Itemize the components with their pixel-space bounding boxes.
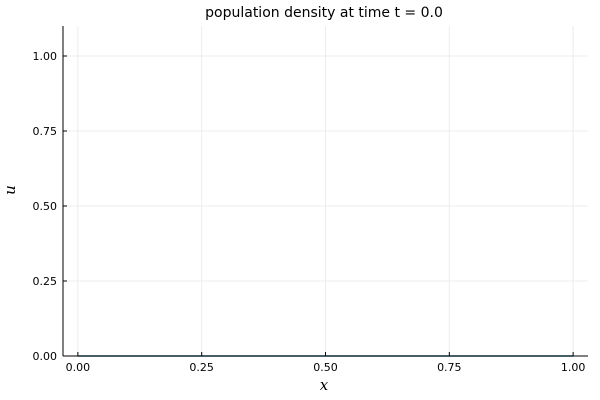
y-tick-label: 0.75	[33, 125, 58, 138]
y-tick-label: 0.00	[33, 350, 58, 363]
x-tick-label: 0.00	[66, 361, 91, 374]
chart-title: population density at time t = 0.0	[205, 5, 443, 21]
y-tick-label: 0.50	[33, 200, 58, 213]
x-tick-label: 0.25	[189, 361, 214, 374]
x-axis-label: x	[320, 376, 329, 394]
tick-labels: 0.00 0.25 0.50 0.75 1.00 0.00 0.25 0.50 0.75 1.00	[33, 50, 586, 374]
x-tick-label: 1.00	[561, 361, 586, 374]
x-tick-label: 0.75	[437, 361, 462, 374]
y-tick-label: 0.25	[33, 275, 58, 288]
y-tick-label: 1.00	[33, 50, 58, 63]
y-axis-label: u	[1, 185, 19, 195]
x-tick-label: 0.50	[313, 361, 338, 374]
grid	[63, 26, 588, 357]
